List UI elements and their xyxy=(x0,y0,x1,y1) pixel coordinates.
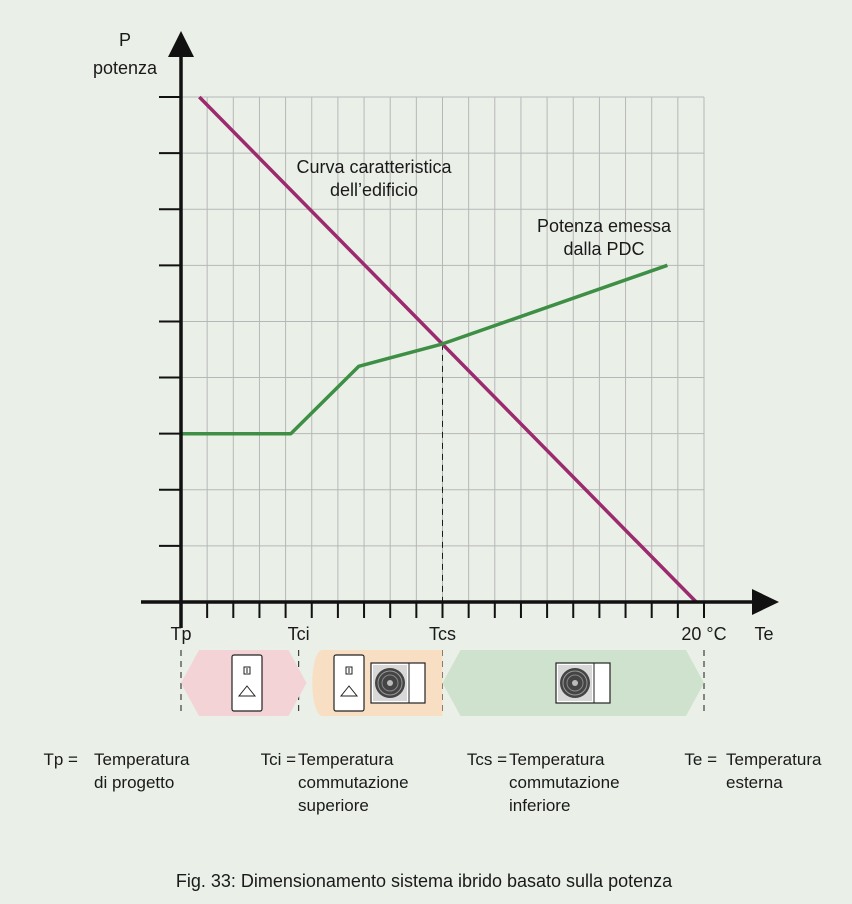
x-tick-label: Tcs xyxy=(429,624,456,644)
legend-line: inferiore xyxy=(509,796,570,815)
boiler-body xyxy=(333,654,365,712)
x-ticks xyxy=(180,602,705,618)
legend-key: Tp = xyxy=(44,750,79,769)
y-axis-arrow xyxy=(168,31,194,57)
x-axis-symbol: Te xyxy=(754,624,773,644)
legend-line: di progetto xyxy=(94,773,174,792)
x-tick-label: 20 °C xyxy=(681,624,726,644)
operating-zones xyxy=(181,650,704,716)
building-curve-line xyxy=(198,95,698,604)
heat-pump-output-line xyxy=(181,263,668,436)
fan-hub xyxy=(387,680,393,686)
legend-line: Temperatura xyxy=(94,750,190,769)
legend-line: commutazione xyxy=(298,773,409,792)
legend-description: Temperatura di progetto xyxy=(94,750,190,792)
legend-line: Temperatura xyxy=(298,750,394,769)
legend-description: Temperatura commutazione inferiore xyxy=(509,750,620,815)
label-line: Potenza emessa xyxy=(537,216,672,236)
heat-pump-output-label: Potenza emessa dalla PDC xyxy=(537,216,672,259)
legend-line: commutazione xyxy=(509,773,620,792)
x-axis-arrow xyxy=(752,589,779,615)
boiler-icon xyxy=(333,654,365,712)
y-axis-label: potenza xyxy=(93,58,158,78)
label-line: Curva caratteristica xyxy=(296,157,452,177)
legend-line: esterna xyxy=(726,773,783,792)
boiler-icon xyxy=(231,654,263,712)
fan-hub xyxy=(572,680,578,686)
boiler-flame xyxy=(339,685,359,697)
zone-hybrid-cap xyxy=(312,650,333,716)
fan-ring-inner xyxy=(381,674,399,692)
boiler-body xyxy=(231,654,263,712)
boiler-display xyxy=(243,666,251,675)
legend-key: Tcs = xyxy=(467,750,507,769)
x-tick-label: Tp xyxy=(170,624,191,644)
legend-key: Te = xyxy=(684,750,717,769)
legend-line: Temperatura xyxy=(509,750,605,769)
y-axis-symbol: P xyxy=(119,30,131,50)
fan-ring xyxy=(377,670,403,696)
figure-caption: Fig. 33: Dimensionamento sistema ibrido … xyxy=(176,871,673,891)
building-curve-label: Curva caratteristica dell’edificio xyxy=(296,157,452,200)
heat-pump-icon xyxy=(370,662,426,704)
legend-line: superiore xyxy=(298,796,369,815)
boiler-flame xyxy=(237,685,257,697)
series-labels: Curva caratteristica dell’edificio Potenza… xyxy=(296,157,672,259)
legend-description: Temperatura commutazione superiore xyxy=(298,750,409,815)
x-tick-label: Tci xyxy=(288,624,310,644)
axes xyxy=(141,31,779,628)
label-line: dell’edificio xyxy=(330,180,418,200)
fan-ring-inner xyxy=(566,674,584,692)
legend-key: Tci = xyxy=(261,750,297,769)
label-line: dalla PDC xyxy=(563,239,644,259)
x-tick-labels: Tp Tci Tcs 20 °C xyxy=(170,624,727,715)
y-ticks xyxy=(159,96,181,547)
legend-description: Temperatura esterna xyxy=(726,750,822,792)
heat-pump-icon xyxy=(555,662,611,704)
boiler-display xyxy=(345,666,353,675)
legend-line: Temperatura xyxy=(726,750,822,769)
series-group xyxy=(181,95,698,604)
fan-ring xyxy=(562,670,588,696)
